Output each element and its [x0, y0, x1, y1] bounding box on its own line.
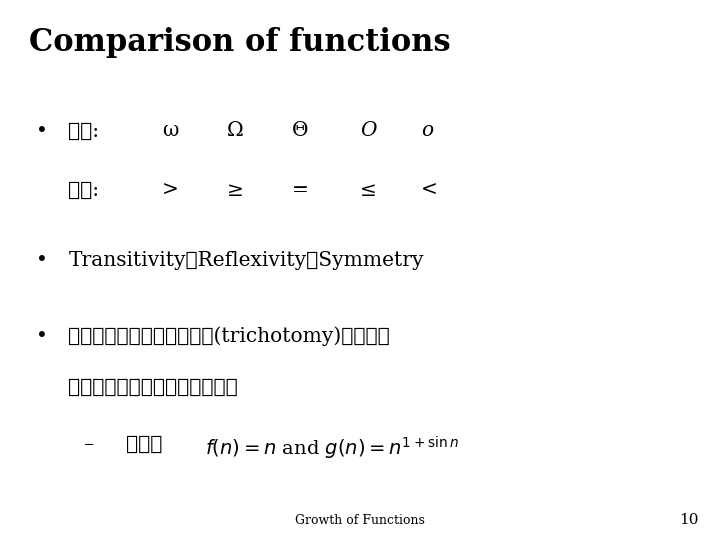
Text: •: • [36, 122, 48, 140]
Text: Transitivity，Reflexivity，Symmetry: Transitivity，Reflexivity，Symmetry [68, 251, 424, 270]
Text: Ω: Ω [227, 122, 243, 140]
Text: 任兩實數皿可互想比較大小(trichotomy)，但是任: 任兩實數皿可互想比較大小(trichotomy)，但是任 [68, 327, 390, 346]
Text: Θ: Θ [292, 122, 308, 140]
Text: o: o [421, 122, 433, 140]
Text: O: O [360, 122, 377, 140]
Text: •: • [36, 327, 48, 346]
Text: >: > [162, 181, 179, 200]
Text: –: – [83, 435, 93, 454]
Text: Comparison of functions: Comparison of functions [29, 27, 451, 58]
Text: •: • [36, 251, 48, 270]
Text: 函數:: 函數: [68, 122, 99, 140]
Text: ≥: ≥ [227, 181, 243, 200]
Text: Growth of Functions: Growth of Functions [295, 514, 425, 526]
Text: 10: 10 [679, 512, 698, 526]
Text: 實數:: 實數: [68, 181, 99, 200]
Text: ω: ω [162, 122, 179, 140]
Text: ≤: ≤ [360, 181, 377, 200]
Text: 例如：: 例如： [126, 435, 163, 454]
Text: 兩函數並不一定能夠互相比較。: 兩函數並不一定能夠互相比較。 [68, 378, 238, 397]
Text: $\mathit{f}(n){=}n$ and $\mathit{g}(n){=}n^{1+\sin n}$: $\mathit{f}(n){=}n$ and $\mathit{g}(n){=… [205, 435, 459, 462]
Text: <: < [421, 181, 438, 200]
Text: =: = [292, 181, 308, 200]
